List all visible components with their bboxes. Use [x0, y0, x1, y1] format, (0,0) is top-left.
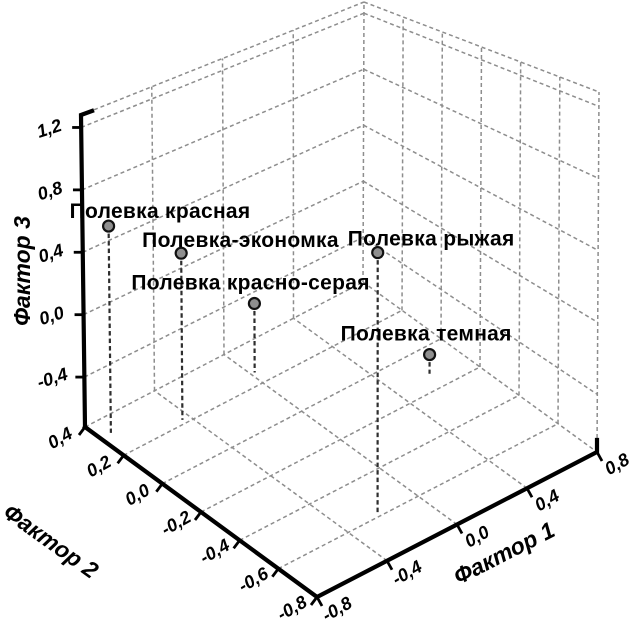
back-wall-vline [221, 58, 225, 355]
box-edge-lid-left [80, 1, 365, 116]
floor-line-x [223, 353, 458, 526]
z-axis-title: Фактор 3 [9, 216, 35, 326]
z-axis-tick-label: 1,2 [34, 115, 64, 142]
y-axis-tick-label: 0,2 [83, 451, 115, 481]
back-wall-hline [82, 124, 364, 253]
back-wall-hline [80, 12, 365, 129]
back-wall-hline [81, 68, 365, 191]
x-axis-tick [595, 451, 604, 462]
point-label: Полевка красно-серая [131, 272, 369, 295]
right-wall-vline [401, 16, 404, 311]
data-point [101, 219, 116, 233]
z-axis-line [78, 108, 95, 430]
right-wall-vline [479, 46, 483, 368]
x-axis-tick [315, 596, 324, 607]
y-axis-tick [193, 511, 203, 521]
point-label: Полевка рыжая [348, 228, 515, 251]
y-axis-tick-label: -0,6 [235, 563, 273, 596]
z-axis-tick-label: 0,4 [36, 240, 66, 267]
y-axis-tick-label: -0,4 [196, 535, 233, 568]
right-wall-hline [362, 236, 598, 396]
box-edge-vertical-back [362, 1, 365, 283]
y-axis-tick [232, 539, 241, 550]
drop-line [180, 253, 184, 420]
point-label: Полевка темная [341, 323, 512, 346]
x-axis-tick-label: 0,4 [531, 485, 563, 515]
back-wall-hline [84, 236, 364, 378]
x-axis-tick [385, 560, 394, 571]
x-axis-tick [455, 523, 464, 535]
right-wall-hline [363, 12, 600, 108]
x-axis-tick-label: -0,4 [389, 556, 426, 589]
floor-line-x [293, 317, 528, 489]
drop-line [107, 226, 112, 433]
right-wall-vline [440, 31, 444, 339]
x-axis-title: Фактор 1 [449, 516, 559, 589]
floor-line-y [200, 366, 481, 513]
box-edge-floor-right [362, 281, 598, 453]
point-label: Полевка-экономка [142, 229, 339, 252]
y-axis-tick [271, 567, 280, 578]
y-axis-tick-label: 0,0 [121, 480, 153, 510]
right-wall-vline [518, 61, 522, 396]
x-axis-tick-label: -0,8 [319, 593, 356, 622]
right-wall-vline [557, 76, 561, 424]
right-wall-hline [363, 124, 599, 252]
floor-line-y [239, 394, 520, 541]
y-axis-tick [116, 454, 125, 465]
y-axis-title: Фактор 2 [0, 499, 103, 584]
data-point [371, 245, 385, 260]
data-point [422, 347, 437, 362]
y-axis-tick [309, 596, 319, 606]
box-edge-floor-back [84, 281, 364, 428]
y-axis-tick-label: -0,2 [158, 507, 195, 540]
back-wall-vline [151, 86, 156, 391]
floor-line-y [277, 423, 559, 570]
y-axis-tick [155, 482, 164, 493]
xy-axis-line [82, 424, 600, 600]
y-axis-tick-label: -0,8 [274, 592, 311, 622]
back-wall-hline [83, 180, 364, 316]
data-point [174, 246, 188, 260]
z-axis-tick-label: 0,8 [35, 178, 65, 205]
x-axis-tick-label: 0,8 [601, 449, 633, 479]
z-axis-tick-label: 0,0 [37, 302, 67, 329]
point-label: Полевка красная [70, 200, 251, 223]
y-axis-tick-label: 0,4 [44, 423, 76, 453]
right-wall-hline [363, 68, 599, 180]
box-edge-vertical-right [596, 91, 600, 453]
x-axis-tick [525, 487, 534, 498]
floor-line-x [154, 390, 388, 562]
z-axis-tick-label: -0,4 [35, 364, 71, 393]
right-wall-hline [362, 180, 599, 324]
y-axis-tick [77, 426, 87, 436]
data-point [247, 296, 262, 311]
